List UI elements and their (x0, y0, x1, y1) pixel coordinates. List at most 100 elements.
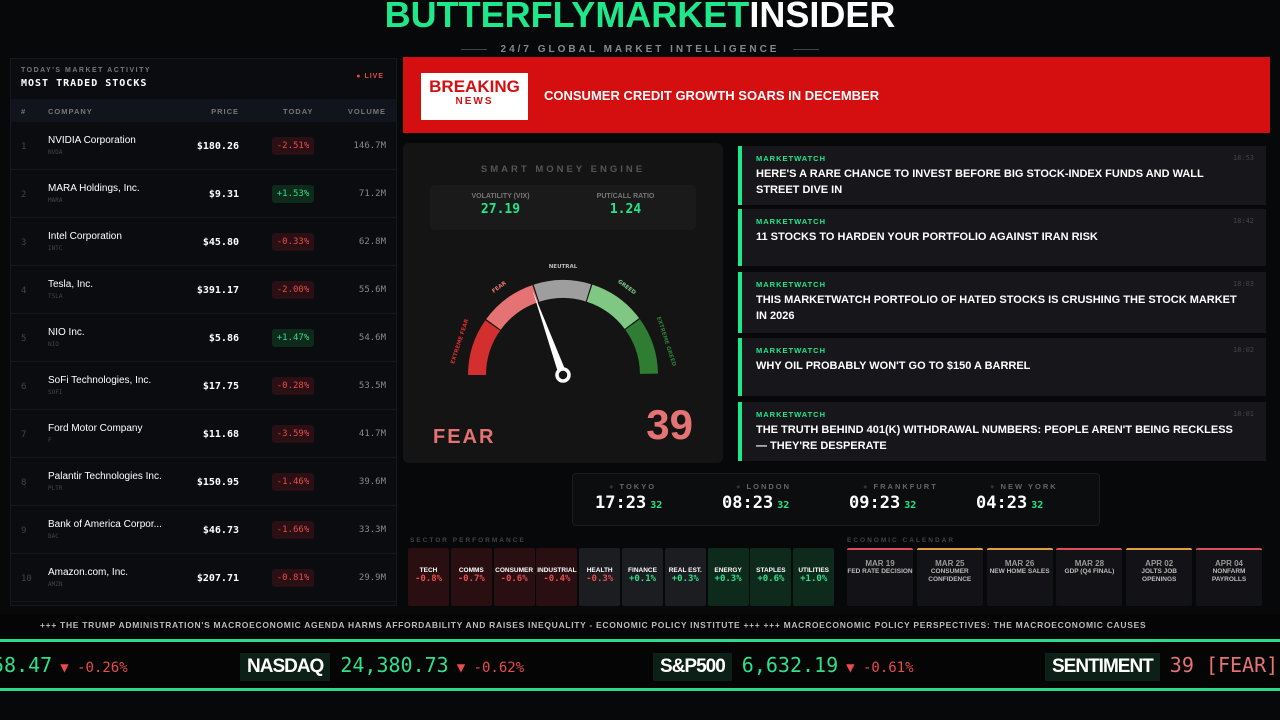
index-change: ▼ -0.26% (60, 660, 128, 676)
sector-tile[interactable]: ENERGY +0.3% (707, 548, 749, 606)
company-name[interactable]: NVIDIA Corporation (48, 135, 136, 146)
sector-tile[interactable]: TECH -0.8% (408, 548, 449, 606)
breaking-news-banner[interactable]: BREAKING NEWS CONSUMER CREDIT GROWTH SOAR… (403, 57, 1270, 133)
news-item[interactable]: MARKETWATCH 18:42 11 STOCKS TO HARDEN YOUR… (738, 209, 1266, 266)
table-header: # COMPANY PRICE TODAY VOLUME (11, 99, 396, 122)
news-item[interactable]: MARKETWATCH 18:02 WHY OIL PROBABLY WON'T G… (738, 338, 1266, 396)
volume: 71.2M (358, 189, 386, 199)
sector-tile[interactable]: HEALTH -0.3% (579, 548, 621, 606)
sector-performance-title: SECTOR PERFORMANCE (410, 537, 526, 544)
row-rank: 9 (21, 526, 27, 536)
company-name[interactable]: SoFi Technologies, Inc. (48, 375, 152, 386)
app-subtitle: 24/7 GLOBAL MARKET INTELLIGENCE (0, 44, 1280, 55)
clock-city: NEW YORK (976, 482, 1096, 491)
news-item[interactable]: MARKETWATCH 18:03 THIS MARKETWATCH PORTFOL… (738, 272, 1266, 333)
calendar-event[interactable]: MAR 19 FED RATE DECISION (847, 548, 913, 606)
news-time: 18:42 (1232, 217, 1254, 225)
news-headline[interactable]: HERE'S A RARE CHANCE TO INVEST BEFORE BI… (756, 168, 1204, 196)
event-name: GDP (Q4 FINAL) (1064, 568, 1115, 575)
table-row[interactable]: 7 Ford Motor Company F $11.68 -3.59% 41.7M (11, 410, 396, 458)
calendar-event[interactable]: MAR 25 CONSUMER CONFIDENCE (916, 548, 983, 606)
table-row[interactable]: 5 NIO Inc. NIO $5.86 +1.47% 54.6M (11, 314, 396, 362)
company-name[interactable]: Palantir Technologies Inc. (48, 471, 162, 482)
news-headline[interactable]: THE TRUTH BEHIND 401(K) WITHDRAWAL NUMBE… (756, 424, 1233, 452)
col-today[interactable]: TODAY (283, 107, 314, 116)
clock-time: 08:23 32 (722, 493, 842, 513)
index-item[interactable]: 58.47 ▼ -0.26% (0, 651, 128, 679)
clock-city: FRANKFURT (849, 482, 969, 491)
news-item[interactable]: MARKETWATCH 18:53 HERE'S A RARE CHANCE TO … (738, 146, 1266, 205)
sector-tile[interactable]: UTILITIES +1.0% (793, 548, 835, 606)
ticker-symbol: INTC (48, 245, 63, 252)
calendar-event[interactable]: APR 02 JOLTS JOB OPENINGS (1126, 548, 1193, 606)
table-row[interactable]: 8 Palantir Technologies Inc. PLTR $150.95 -1… (11, 458, 396, 506)
event-name: NONFARM PAYROLLS (1211, 568, 1247, 583)
table-row[interactable]: 10 Amazon.com, Inc. AMZN $207.71 -0.81% 29.9M (11, 554, 396, 602)
economic-calendar-title: ECONOMIC CALENDAR (847, 537, 956, 544)
table-row[interactable]: 2 MARA Holdings, Inc. MARA $9.31 +1.53% 71.2M (11, 170, 396, 218)
index-item[interactable]: S&P500 6,632.19 ▼ -0.61% (653, 651, 914, 681)
volume: 53.5M (358, 381, 386, 391)
world-clocks: TOKYO17:2332LONDON08:2332FRANKFURT09:233… (572, 473, 1100, 526)
sector-tile[interactable]: INDUSTRIAL -0.4% (536, 548, 578, 606)
news-headline[interactable]: THIS MARKETWATCH PORTFOLIO OF HATED STOC… (756, 294, 1237, 322)
sector-tile[interactable]: CONSUMER -0.6% (493, 548, 535, 606)
index-ticker[interactable]: 58.47 ▼ -0.26% NASDAQ 24,380.73 ▼ -0.62% S&P5… (0, 639, 1280, 691)
sector-tile[interactable]: FINANCE +0.1% (622, 548, 663, 606)
sector-tile[interactable]: COMMS -0.7% (450, 548, 492, 606)
volume: 39.6M (358, 477, 386, 487)
clock-city: LONDON (722, 482, 842, 491)
news-time: 18:02 (1232, 346, 1254, 354)
price: $17.75 (202, 381, 239, 392)
table-row[interactable]: 4 Tesla, Inc. TSLA $391.17 -2.00% 55.6M (11, 266, 396, 314)
calendar-event[interactable]: APR 04 NONFARM PAYROLLS (1196, 548, 1262, 606)
col-company[interactable]: COMPANY (48, 107, 93, 116)
news-item[interactable]: MARKETWATCH 18:01 THE TRUTH BEHIND 401(K) … (738, 402, 1266, 461)
event-date: APR 02 (1145, 559, 1174, 568)
company-name[interactable]: Intel Corporation (48, 231, 122, 242)
clock-hm: 04:23 (976, 493, 1028, 513)
calendar-event[interactable]: MAR 28 GDP (Q4 FINAL) (1056, 548, 1123, 606)
news-source: MARKETWATCH (756, 346, 827, 355)
col-volume[interactable]: VOLUME (347, 107, 386, 116)
sector-name: STAPLES (756, 567, 786, 574)
sector-name: CONSUMER (495, 567, 534, 574)
breaking-headline[interactable]: CONSUMER CREDIT GROWTH SOARS IN DECEMBER (544, 88, 880, 103)
table-row[interactable]: 9 Bank of America Corpor... BAC $46.73 -1.66… (11, 506, 396, 554)
sector-tile[interactable]: REAL EST. +0.3% (664, 548, 706, 606)
volume: 62.8M (358, 237, 386, 247)
table-row[interactable]: 3 Intel Corporation INTC $45.80 -0.33% 62.8M (11, 218, 396, 266)
index-item[interactable]: SENTIMENT 39 [FEAR] (1045, 651, 1278, 681)
news-headline[interactable]: 11 STOCKS TO HARDEN YOUR PORTFOLIO AGAIN… (756, 231, 1098, 243)
put-call-label: PUT/CALL RATIO (596, 193, 655, 200)
price: $207.71 (196, 573, 239, 584)
company-name[interactable]: Tesla, Inc. (48, 279, 94, 290)
table-row[interactable]: 1 NVIDIA Corporation NVDA $180.26 -2.51% 146.… (11, 122, 396, 170)
price: $391.17 (196, 285, 239, 296)
gauge-zone-fear (486, 285, 539, 330)
index-label: NASDAQ (240, 653, 331, 681)
sector-change: +1.0% (800, 574, 828, 584)
sector-tile[interactable]: STAPLES +0.6% (750, 548, 792, 606)
event-date: MAR 26 (1004, 559, 1035, 568)
news-ticker[interactable]: +++ THE TRUMP ADMINISTRATION'S MACROECON… (0, 614, 1280, 636)
index-item[interactable]: NASDAQ 24,380.73 ▼ -0.62% (240, 651, 524, 681)
table-row[interactable]: 6 SoFi Technologies, Inc. SOFI $17.75 -0.28%… (11, 362, 396, 410)
company-name[interactable]: MARA Holdings, Inc. (48, 183, 140, 194)
vix-label: VOLATILITY (VIX) (471, 193, 530, 200)
company-name[interactable]: Amazon.com, Inc. (48, 567, 129, 578)
price: $46.73 (202, 525, 239, 536)
company-name[interactable]: NIO Inc. (48, 327, 85, 338)
volume: 41.7M (358, 429, 386, 439)
volume: 29.9M (358, 573, 386, 583)
calendar-event[interactable]: MAR 26 NEW HOME SALES (986, 548, 1053, 606)
company-name[interactable]: Bank of America Corpor... (48, 519, 162, 530)
company-name[interactable]: Ford Motor Company (48, 423, 143, 434)
event-date: APR 04 (1214, 559, 1243, 568)
news-headline[interactable]: WHY OIL PROBABLY WON'T GO TO $150 A BARR… (756, 360, 1031, 372)
change-badge: -0.28% (272, 377, 314, 395)
clock-hm: 17:23 (595, 493, 647, 513)
col-price[interactable]: PRICE (211, 107, 239, 116)
clock-hm: 09:23 (849, 493, 901, 513)
col-rank[interactable]: # (21, 107, 27, 116)
